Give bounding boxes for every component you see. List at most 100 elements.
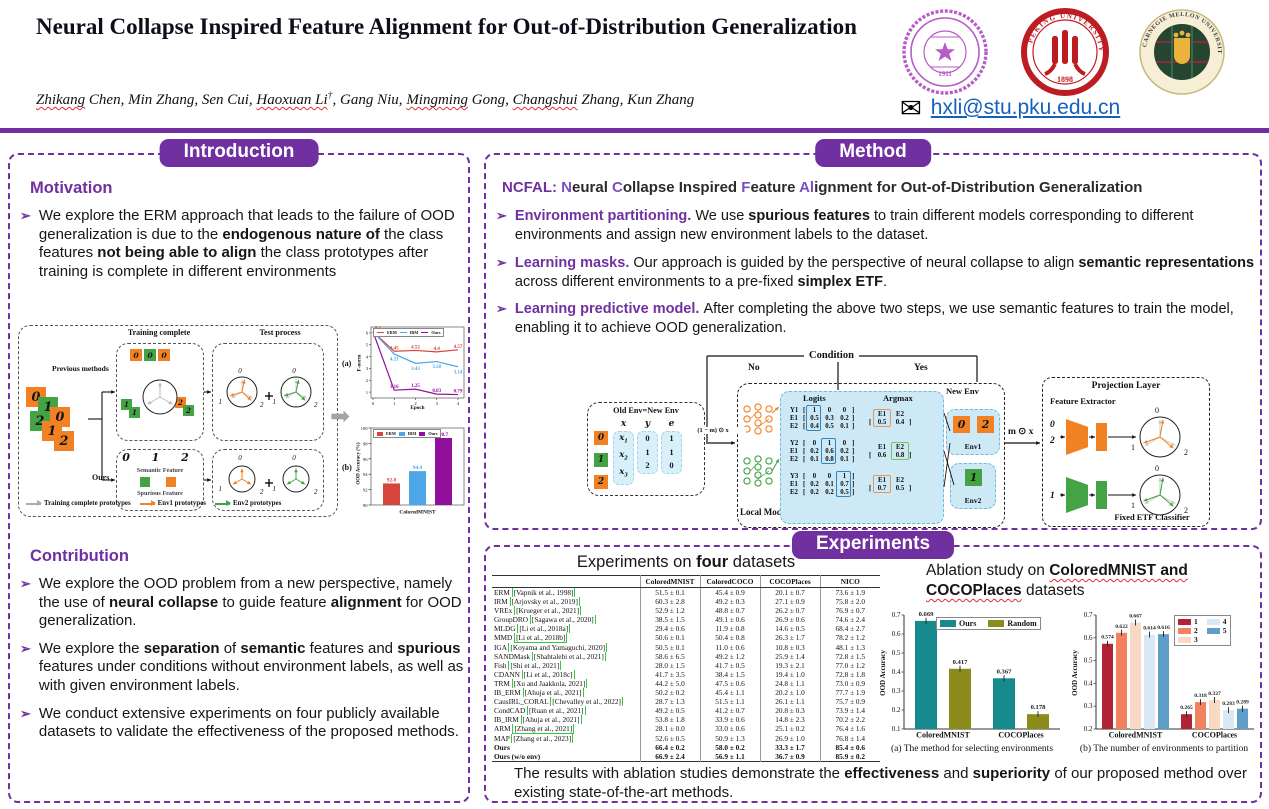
digit-tile: 0 xyxy=(158,349,170,361)
table-row: ARM [Zhang et al., 2021] 28.1 ± 0.0 33.0 ±… xyxy=(492,724,880,734)
svg-text:4.4: 4.4 xyxy=(434,347,441,352)
ours-label: Ours xyxy=(92,473,110,482)
env-table: 0 1 2 x x1 x2 x3 y 0 1 2 e 1 1 0 xyxy=(594,419,682,495)
svg-text:0.3: 0.3 xyxy=(892,687,901,695)
citation-link[interactable]: [Zhang et al., 2023] xyxy=(511,733,574,743)
citation-link[interactable]: [Koyama and Yamaguchi, 2020] xyxy=(508,642,608,652)
legend-item: Training complete prototypes xyxy=(26,499,131,507)
feature-extractor-label: Feature Extractor xyxy=(1050,396,1116,406)
svg-text:0.417: 0.417 xyxy=(953,659,969,666)
svg-text:1.16: 1.16 xyxy=(390,385,399,390)
svg-text:ColoredMNIST: ColoredMNIST xyxy=(916,731,970,740)
ablation-number-caption: (b) The number of environments to partit… xyxy=(1079,744,1249,754)
contribution-bullet: ➢ We explore the separation of semantic f… xyxy=(20,639,464,694)
citation-link[interactable]: [Shahtalebi et al., 2021] xyxy=(531,651,606,661)
contact-row: ✉ hxli@stu.pku.edu.cn xyxy=(900,95,1120,121)
citation-link[interactable]: [Li et al., 2018a] xyxy=(517,624,571,634)
spurious-green-square xyxy=(140,477,150,487)
spurious-feature-label: Spurious Feature xyxy=(137,490,183,497)
env2-label: Env2 xyxy=(964,496,982,506)
svg-text:2: 2 xyxy=(1184,506,1188,515)
svg-text:1: 1 xyxy=(1131,501,1135,510)
digit-tile: 0 xyxy=(130,349,142,361)
authors: Zhikang Chen, Min Zhang, Sen Cui, Haoxua… xyxy=(36,90,695,108)
chart-legend: ERM IRM Ours xyxy=(373,328,445,337)
citation-link[interactable]: [Ahuja et al., 2021] xyxy=(522,688,584,698)
svg-text:2: 2 xyxy=(1049,436,1055,446)
semantic-feature-label: Semantic Feature xyxy=(136,467,184,474)
digit-tile: 1 xyxy=(594,453,608,467)
introduction-badge: Introduction xyxy=(159,139,319,167)
svg-text:92: 92 xyxy=(363,488,368,493)
table-row: IGA [Koyama and Yamaguchi, 2020] 50.5 ± 0… xyxy=(492,642,880,652)
svg-text:0: 0 xyxy=(1050,420,1055,430)
svg-text:2: 2 xyxy=(366,378,369,383)
table-row: Fish [Shi et al., 2021] 28.0 ± 1.5 41.7 ± … xyxy=(492,660,880,670)
logits-group: Y3[0 0 1] E1[0.2 0.1 0.7] E2[0.2 0.2 0.5] E1 E2[0.… xyxy=(790,471,912,497)
green-projection xyxy=(1096,481,1107,509)
training-complete-label: Training complete xyxy=(127,328,191,337)
svg-text:0.616: 0.616 xyxy=(1157,625,1170,631)
prev-test-box xyxy=(212,343,324,441)
svg-text:0.6: 0.6 xyxy=(892,630,901,638)
svg-text:0.79: 0.79 xyxy=(454,390,463,395)
svg-text:2: 2 xyxy=(260,488,264,496)
citation-link[interactable]: [Ruan et al., 2021] xyxy=(527,706,586,716)
motivation-heading: Motivation xyxy=(30,179,113,197)
previous-methods-label: Previous methods xyxy=(52,364,109,373)
citation-link[interactable]: [Krueger et al., 2021] xyxy=(514,606,582,616)
citation-link[interactable]: [Xu and Jaakkola, 2021] xyxy=(511,678,588,689)
svg-text:2: 2 xyxy=(1184,448,1188,457)
panel-b-label: (b) xyxy=(342,463,352,472)
ablation-method-caption: (a) The method for selecting environment… xyxy=(890,744,1054,754)
citation-link[interactable]: [Li et al., 2018b] xyxy=(514,633,568,643)
tsinghua-university-logo: 1911 xyxy=(902,9,988,95)
table-row: ERM [Vapnik et al., 1998] 51.5 ± 0.1 45.4 … xyxy=(492,587,880,598)
method-badge: Method xyxy=(815,139,931,167)
email-icon: ✉ xyxy=(900,93,922,123)
logits-title: Logits xyxy=(803,393,826,403)
digit-tile: 0 xyxy=(953,416,970,433)
prev-training-box xyxy=(116,343,204,441)
svg-text:3.14: 3.14 xyxy=(454,370,463,375)
page-title: Neural Collapse Inspired Feature Alignme… xyxy=(36,14,857,39)
motivation-bullet: ➢ We explore the ERM approach that leads… xyxy=(20,207,455,280)
svg-text:COCOPlaces: COCOPlaces xyxy=(998,731,1043,740)
email-link[interactable]: hxli@stu.pku.edu.cn xyxy=(930,96,1121,119)
citation-link[interactable]: [Chevalley et al., 2022] xyxy=(550,697,623,707)
svg-text:0.2: 0.2 xyxy=(892,706,901,714)
citation-link[interactable]: [Shi et al., 2021] xyxy=(508,660,562,670)
method-section: Method NCFAL: Neural Collapse Inspired F… xyxy=(484,139,1262,530)
svg-text:0.614: 0.614 xyxy=(1143,626,1156,632)
citation-link[interactable]: [Arjovsky et al., 2019] xyxy=(509,597,580,607)
condition-no-label: No xyxy=(748,363,760,373)
results-table: ColoredMNIST ColoredCOCO COCOPlaces NICO ER… xyxy=(492,575,880,762)
peking-university-logo: PEKING UNIVERSITY 1898 xyxy=(1021,8,1109,96)
table-row: CondCAD [Ruan et al., 2021] 49.2 ± 0.5 41.… xyxy=(492,706,880,716)
svg-text:0.6: 0.6 xyxy=(1084,634,1093,642)
svg-text:2: 2 xyxy=(414,401,417,406)
svg-text:0.7: 0.7 xyxy=(1084,611,1093,619)
citation-link[interactable]: [Vapnik et al., 1998] xyxy=(511,587,576,598)
svg-text:0.83: 0.83 xyxy=(432,389,441,394)
ours-feature-box xyxy=(116,449,204,511)
svg-text:0.367: 0.367 xyxy=(997,668,1013,675)
citation-link[interactable]: [Li et al., 2018c] xyxy=(521,669,575,679)
svg-text:100: 100 xyxy=(361,426,369,431)
svg-text:0: 0 xyxy=(1155,464,1159,473)
digit-tile: 1 xyxy=(129,407,140,418)
legend-item: Env2 prototypes xyxy=(214,499,281,507)
citation-link[interactable]: [Ahuja et al., 2021] xyxy=(520,715,582,725)
svg-text:2: 2 xyxy=(314,488,318,496)
ablation-number-chart: 0.2 0.3 0.4 0.5 0.6 0.7 0.574 0.622 0.667 0.614 0.… xyxy=(1071,611,1254,740)
digit-tile: 2 xyxy=(977,416,994,433)
logits-group: Y2[0 1 0] E1[0.2 0.6 0.2] E2[0.1 0.8 0.1] E1 E2[0.… xyxy=(790,438,912,464)
table-row: MLDG [Li et al., 2018a] 29.4 ± 0.6 11.9 ± … xyxy=(492,624,880,634)
svg-text:1: 1 xyxy=(1050,491,1055,501)
projection-layer-label: Projection Layer xyxy=(1091,381,1161,391)
citation-link[interactable]: [Zhang et al., 2021] xyxy=(512,724,575,734)
contribution-bullets: ➢ We explore the OOD problem from a new p… xyxy=(20,575,468,751)
citation-link[interactable]: [Sagawa et al., 2020] xyxy=(529,615,596,625)
proto-legend: Training complete prototypes Env1 prototy… xyxy=(26,499,281,507)
